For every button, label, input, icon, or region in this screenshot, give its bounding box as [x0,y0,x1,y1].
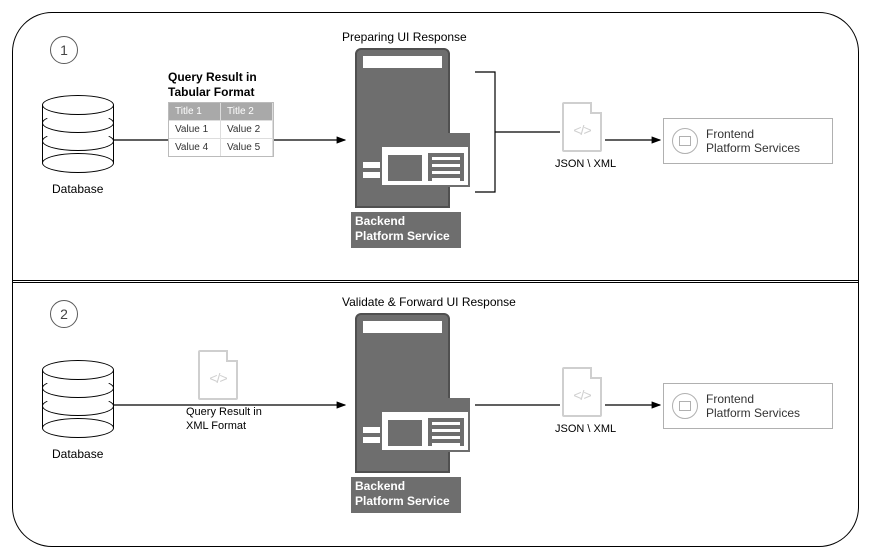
connector-layer [0,0,871,559]
